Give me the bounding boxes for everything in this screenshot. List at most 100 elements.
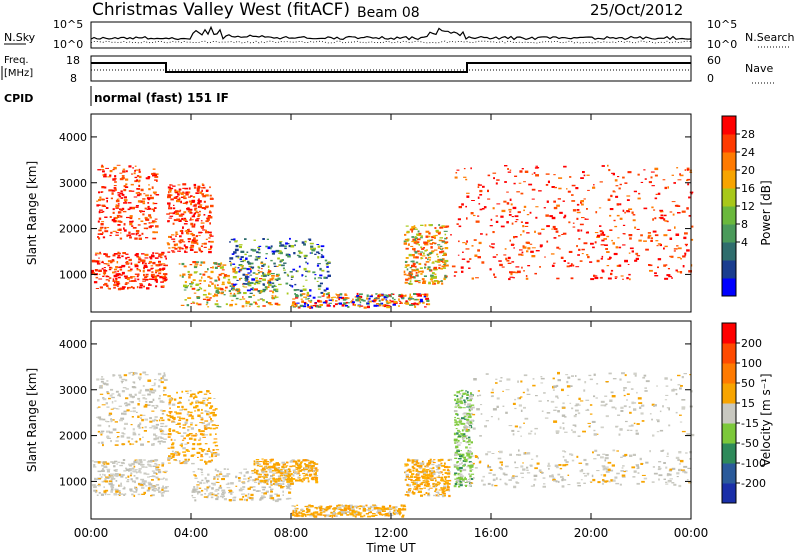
data-cell [119,220,123,223]
data-cell [558,480,560,483]
data-cell [129,268,133,271]
data-cell [551,186,555,188]
data-cell [406,484,409,486]
data-cell [140,417,142,419]
data-cell [98,217,102,220]
data-cell [273,262,276,265]
data-cell [431,463,435,466]
data-cell [482,185,485,188]
data-cell [195,283,199,286]
data-cell [430,274,434,277]
data-cell [175,431,179,433]
data-cell [168,399,173,401]
data-cell [536,462,540,465]
data-cell [292,298,296,300]
data-cell [409,490,412,492]
data-cell [315,481,319,484]
data-cell [155,173,159,175]
data-cell [114,421,118,423]
data-cell [510,203,513,206]
data-cell [195,405,198,407]
data-cell [344,293,347,296]
data-cell [188,196,191,198]
data-cell [242,285,245,287]
data-cell [577,378,581,381]
data-cell [155,194,160,196]
data-cell [411,459,416,462]
data-cell [493,273,495,276]
data-cell [437,258,442,261]
data-cell [121,194,125,196]
data-cell [145,194,149,197]
data-cell [166,242,170,244]
data-cell [178,219,182,222]
data-cell [352,298,354,300]
data-cell [347,297,350,299]
data-cell [518,182,522,184]
data-cell [387,515,390,517]
data-cell [295,514,299,517]
colorbar-tick-label: 4 [741,236,748,249]
data-cell [145,218,150,221]
data-cell [613,252,618,256]
data-cell [154,207,157,209]
data-cell [203,246,207,248]
data-cell [624,211,626,214]
data-cell [307,513,310,516]
data-cell [155,252,159,254]
data-cell [194,477,198,479]
data-cell [522,230,525,233]
data-cell [609,208,614,211]
data-cell [632,214,636,216]
data-cell [125,183,128,186]
data-cell [225,303,228,306]
data-cell [651,418,653,421]
data-cell [244,275,248,278]
data-cell [122,387,127,389]
data-cell [649,413,652,415]
data-cell [202,186,206,189]
data-cell [393,514,396,516]
data-cell [138,462,141,465]
data-cell [557,379,561,382]
data-cell [114,444,119,446]
data-cell [427,488,430,491]
data-cell [456,423,460,426]
data-cell [663,462,666,464]
data-cell [132,227,137,229]
data-cell [595,397,598,399]
data-cell [254,288,258,291]
data-cell [407,491,411,494]
data-cell [191,287,196,290]
data-cell [264,286,268,289]
data-cell [173,196,178,199]
data-cell [416,460,418,463]
data-cell [214,303,219,306]
data-cell [285,242,288,245]
data-cell [98,492,101,494]
data-cell [98,211,101,214]
data-cell [436,481,440,484]
data-cell [306,477,309,479]
data-cell [463,399,466,402]
data-cell [234,269,236,272]
data-cell [571,184,576,187]
data-cell [137,200,141,203]
data-cell [257,299,260,301]
data-cell [205,238,208,240]
data-cell [104,226,107,230]
data-cell [354,304,356,307]
data-cell [273,265,277,267]
data-cell [607,277,612,280]
data-cell [280,486,284,489]
data-cell [676,245,679,247]
data-cell [601,270,605,273]
data-cell [416,243,419,245]
data-cell [97,484,101,486]
data-cell [115,278,118,281]
data-cell [178,188,182,191]
data-cell [111,192,114,195]
data-cell [432,283,436,285]
data-cell [269,304,273,306]
data-cell [519,170,523,173]
